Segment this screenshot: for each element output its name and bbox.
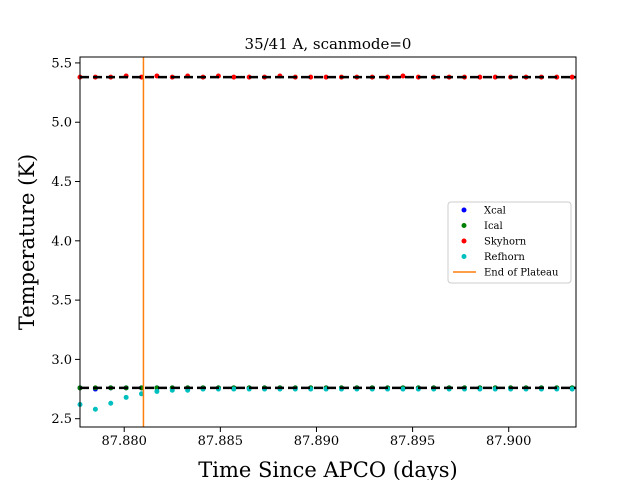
y-tick-label: 5.0 <box>51 116 72 131</box>
x-axis-label: Time Since APCO (days) <box>198 458 457 480</box>
x-tick-label: 87.900 <box>486 434 532 449</box>
legend-entries: Xcal Ical Skyhorn Refhorn End of Plateau <box>453 206 559 279</box>
chart-title: 35/41 A, scanmode=0 <box>245 35 412 53</box>
reference-lines <box>80 75 576 390</box>
legend-entry-refhorn: Refhorn <box>461 252 525 263</box>
legend-marker <box>461 207 467 213</box>
legend-marker <box>461 254 467 259</box>
plot-frame <box>79 56 577 428</box>
data-point-refhorn <box>231 386 237 392</box>
legend-label: Xcal <box>484 206 506 217</box>
x-tick-label: 87.895 <box>390 434 436 449</box>
data-point-refhorn <box>569 386 575 392</box>
legend-label: Ical <box>484 221 503 232</box>
data-point-skyhorn <box>569 74 575 80</box>
y-tick-label: 3.0 <box>51 353 72 368</box>
legend-box <box>447 201 572 284</box>
legend-marker <box>461 238 467 244</box>
legend-label: Refhorn <box>484 252 525 263</box>
y-axis-label: Temperature (K) <box>15 154 39 330</box>
legend-entry-skyhorn: Skyhorn <box>461 237 527 248</box>
y-tick-label: 4.0 <box>51 234 72 249</box>
legend-entry-ical: Ical <box>461 221 503 232</box>
x-axis-ticks: 87.880 87.885 87.890 87.895 87.900 <box>101 427 531 449</box>
y-tick-label: 3.5 <box>51 294 72 309</box>
x-tick-label: 87.880 <box>101 434 147 449</box>
y-tick-label: 4.5 <box>51 175 72 190</box>
y-tick-label: 2.5 <box>51 412 72 427</box>
legend-marker <box>461 223 467 228</box>
legend: Xcal Ical Skyhorn Refhorn End of Plateau <box>447 201 572 284</box>
data-point-refhorn <box>154 388 160 394</box>
x-tick-label: 87.890 <box>294 434 340 449</box>
data-point-refhorn <box>92 406 98 412</box>
legend-entry-xcal: Xcal <box>461 206 506 217</box>
legend-label: Skyhorn <box>484 237 527 248</box>
data-point-refhorn <box>400 386 406 392</box>
data-point-refhorn <box>108 400 114 406</box>
data-point-skyhorn <box>231 74 237 80</box>
legend-entry-end-of-plateau: End of Plateau <box>453 268 559 279</box>
data-point-skyhorn <box>400 73 406 79</box>
y-axis-ticks: 2.5 3.0 3.5 4.0 4.5 5.0 5.5 <box>51 56 80 427</box>
x-tick-label: 87.885 <box>198 434 244 449</box>
y-tick-label: 5.5 <box>51 56 72 71</box>
legend-label: End of Plateau <box>484 268 559 279</box>
data-point-refhorn <box>123 394 129 400</box>
